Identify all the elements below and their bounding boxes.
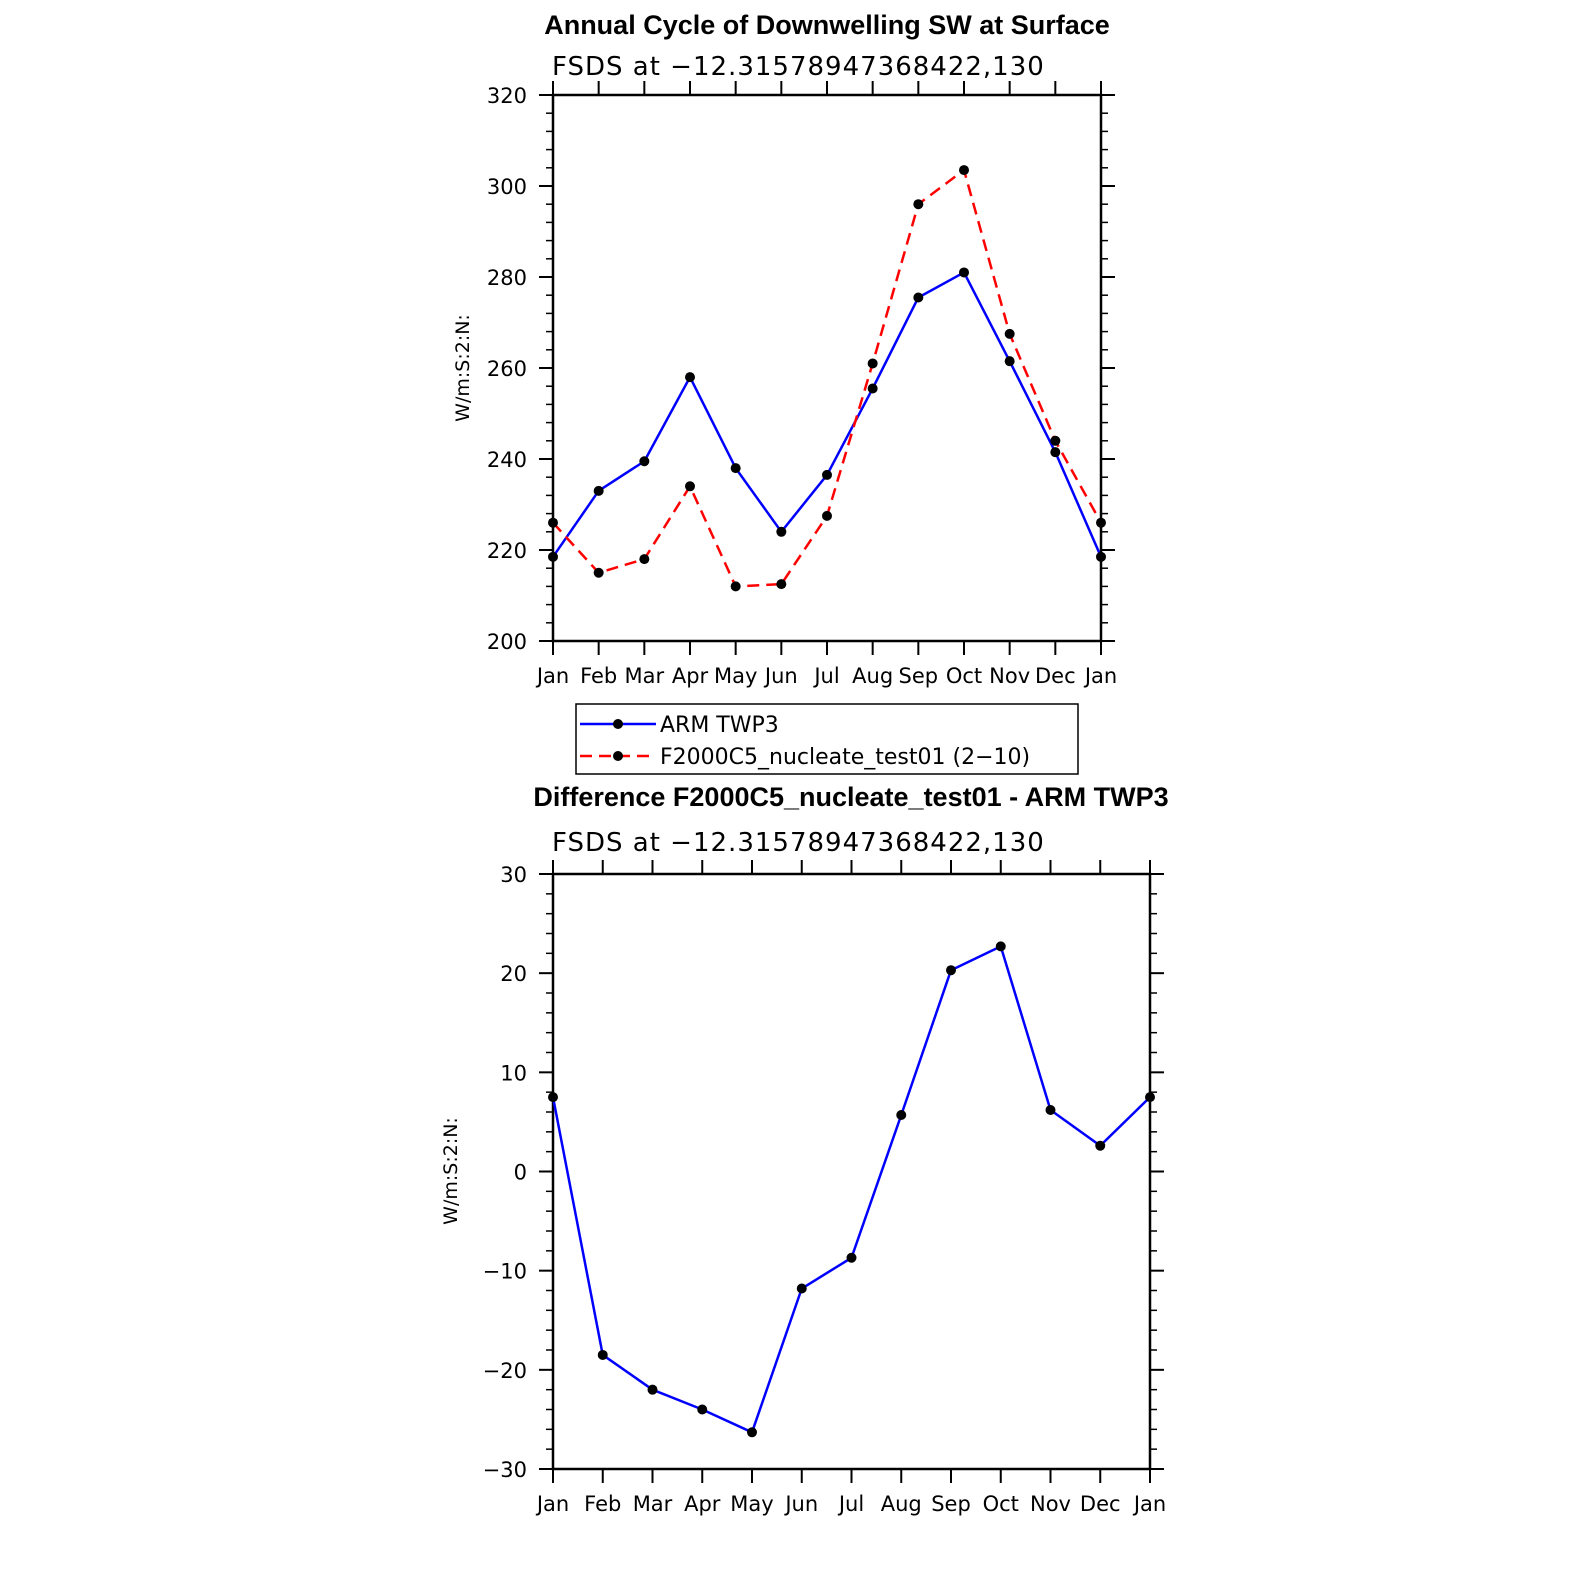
chart2-ytick-label: 20 [500, 962, 527, 986]
chart1-title: Annual Cycle of Downwelling SW at Surfac… [544, 10, 1110, 40]
chart1-xtick-label: Jan [1083, 664, 1117, 688]
chart1-xtick-label: Feb [580, 664, 617, 688]
chart2-xtick-label: Apr [684, 1492, 721, 1516]
chart2-xtick-label: Oct [983, 1492, 1019, 1516]
chart1-xtick-label: Mar [625, 664, 665, 688]
chart2-ytick-label: −30 [483, 1458, 527, 1482]
chart1-xtick-label: Dec [1035, 664, 1076, 688]
chart2-xtick-label: Jun [783, 1492, 818, 1516]
chart2-series-0-point [1145, 1092, 1155, 1103]
chart1-series-0-point [730, 463, 741, 474]
chart2-xtick-label: Dec [1080, 1492, 1121, 1516]
chart2-series-0-point [548, 1092, 558, 1103]
chart1-series-1-point [959, 165, 969, 176]
chart2-xtick-label: Aug [881, 1492, 922, 1516]
chart1-series-1-point [776, 579, 787, 590]
chart2-xtick-label: Jul [837, 1492, 864, 1516]
chart1-xtick-label: Nov [989, 664, 1030, 688]
chart1-xtick-label: Oct [946, 664, 982, 688]
chart2-xtick-label: Jan [1132, 1492, 1166, 1516]
chart1-series-1-point [548, 517, 558, 528]
chart1-series-1-point [913, 199, 924, 210]
chart2-ytick-label: −10 [483, 1260, 527, 1284]
chart2-ytick-label: 0 [514, 1161, 527, 1185]
chart2-xtick-label: May [730, 1492, 773, 1516]
chart2-ytick-label: −20 [483, 1359, 527, 1383]
chart2-ylabel: W/m:S:2:N: [440, 1117, 462, 1225]
chart2-ytick-label: 30 [500, 863, 527, 887]
chart2-series-0-point [796, 1283, 807, 1294]
chart1-xtick-label: Jun [763, 664, 798, 688]
chart1-series-0-point [593, 485, 604, 496]
chart1-xtick-label: Apr [672, 664, 709, 688]
chart2-plot-frame [551, 872, 1152, 1471]
chart1-ytick-label: 220 [487, 539, 527, 563]
chart1-ytick-label: 260 [487, 357, 527, 381]
chart1-subtitle: FSDS at −12.31578947368422,130 [552, 52, 1045, 82]
chart2-series-line-0 [551, 945, 1151, 1434]
chart2-series-0-point [896, 1109, 907, 1120]
chart1-legend: ARM TWP3 F2000C5_nucleate_test01 (2−10) [575, 703, 1079, 775]
chart1-series-0-point [1096, 551, 1106, 562]
chart2-series-0-point [846, 1252, 857, 1263]
chart1-ytick-label: 280 [487, 266, 527, 290]
chart2-series-0-point [647, 1384, 658, 1395]
chart1-series-0-point [822, 469, 832, 480]
chart1-series-1-point [730, 581, 741, 592]
chart2-xtick-label: Nov [1030, 1492, 1071, 1516]
chart1-xtick-label: Jan [535, 664, 569, 688]
chart1-series-1-point [593, 567, 604, 578]
chart1-series-1-point [867, 358, 878, 369]
chart1-xtick-label: Jul [812, 664, 839, 688]
chart1-series-1-point [639, 554, 650, 565]
chart1-series-0-point [867, 383, 878, 394]
chart1-series-0-point [1004, 356, 1015, 367]
chart1-xtick-label: Aug [852, 664, 893, 688]
chart2-subtitle: FSDS at −12.31578947368422,130 [552, 828, 1045, 858]
chart1-series-1-point [1004, 328, 1015, 339]
legend-marker-model [613, 751, 623, 761]
chart2-series-0-point [597, 1349, 608, 1360]
chart1-series-1-point [685, 481, 695, 492]
chart2-series-0-point [747, 1427, 757, 1438]
chart2-xtick-label: Feb [584, 1492, 621, 1516]
chart2-series-0-point [697, 1404, 708, 1415]
chart2-xtick-label: Mar [633, 1492, 673, 1516]
legend-label-model: F2000C5_nucleate_test01 (2−10) [660, 745, 1030, 770]
chart1-series-0-point [685, 372, 695, 383]
chart2-series-0-point [1045, 1105, 1056, 1116]
legend-box [575, 703, 1079, 775]
chart1-series-1-point [1096, 517, 1106, 528]
chart1-ytick-label: 200 [487, 630, 527, 654]
annual-cycle-chart: Annual Cycle of Downwelling SW at Surfac… [452, 10, 1117, 775]
chart2-ytick-label: 10 [500, 1061, 527, 1085]
chart2-xtick-label: Sep [931, 1492, 971, 1516]
chart1-series-0-point [913, 292, 924, 303]
chart1-series-1-point [1050, 435, 1061, 446]
chart1-series-0-point [776, 526, 787, 537]
chart1-series-0-point [639, 456, 650, 467]
chart1-ytick-label: 300 [487, 175, 527, 199]
chart1-series-0-point [548, 551, 558, 562]
chart1-ytick-label: 320 [487, 84, 527, 108]
chart1-xtick-label: Sep [899, 664, 939, 688]
chart2-xtick-label: Jan [535, 1492, 569, 1516]
chart1-plot-frame [551, 93, 1103, 643]
chart2-series-0-point [995, 941, 1006, 952]
chart2-title: Difference F2000C5_nucleate_test01 - ARM… [533, 782, 1168, 812]
chart1-series-0-point [959, 267, 969, 278]
chart1-series-1-point [822, 510, 832, 521]
chart1-ylabel: W/m:S:2:N: [452, 314, 474, 422]
legend-marker-arm [613, 719, 623, 729]
chart1-xtick-label: May [714, 664, 757, 688]
legend-label-arm: ARM TWP3 [660, 713, 779, 738]
chart2-series-0-point [946, 965, 956, 976]
chart2-series-0-point [1095, 1140, 1106, 1151]
difference-chart: Difference F2000C5_nucleate_test01 - ARM… [440, 782, 1169, 1516]
chart1-series-0-point [1050, 447, 1061, 458]
chart1-ytick-label: 240 [487, 448, 527, 472]
